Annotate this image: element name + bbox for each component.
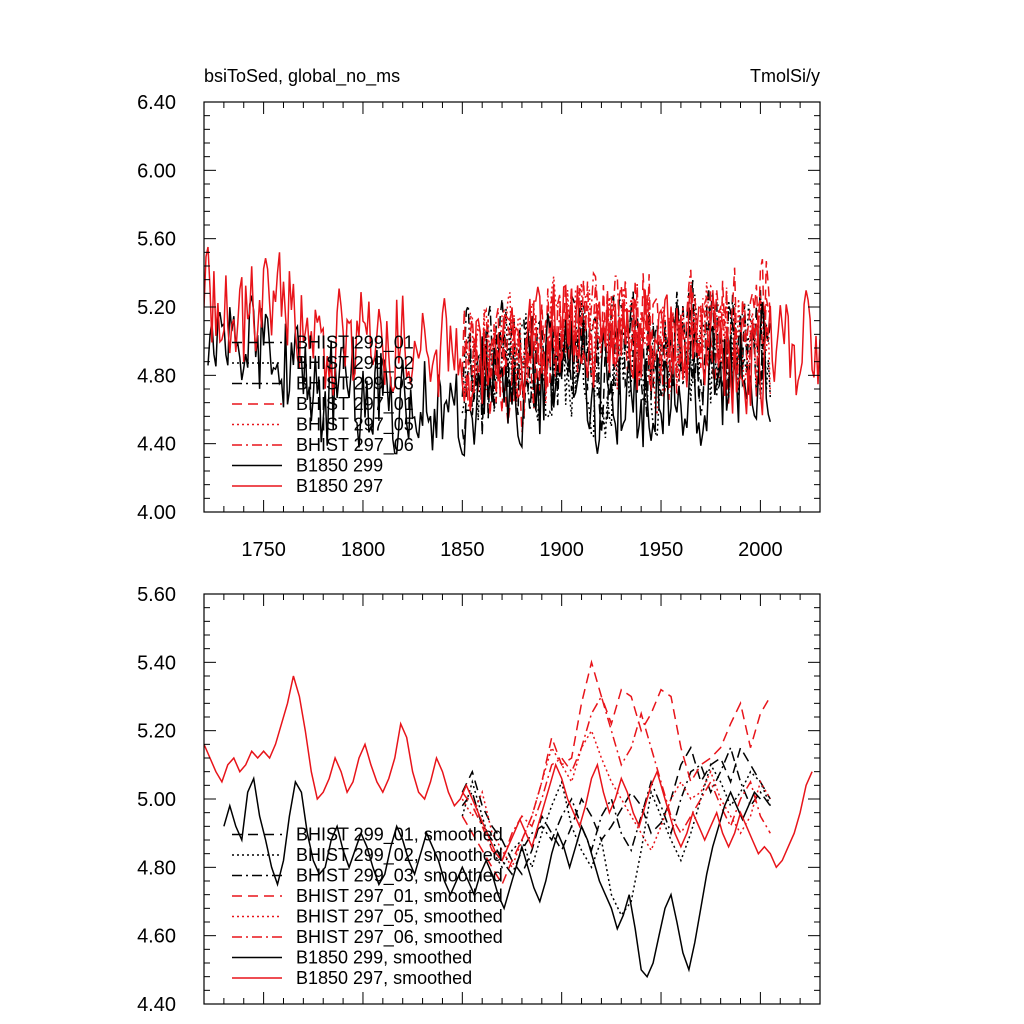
chart-top-ytick-label-3: 5.20 <box>137 297 176 319</box>
chart-top-ytick-label-1: 4.40 <box>137 434 176 456</box>
chart-top-units: TmolSi/y <box>750 66 820 86</box>
chart-bottom-legend-label-5: BHIST 297_05, smoothed <box>296 907 503 928</box>
chart-bottom-legend-label-6: BHIST 297_06, smoothed <box>296 927 503 948</box>
chart-top-ytick-label-4: 5.60 <box>137 229 176 251</box>
chart-bottom-legend-label-2: BHIST 299_02, smoothed <box>296 845 503 866</box>
chart-bottom-series-5 <box>461 728 771 870</box>
chart-bottom-legend-label-1: BHIST 299_01, smoothed <box>296 825 503 846</box>
chart-bottom-legend-label-7: B1850 299, smoothed <box>296 948 472 968</box>
chart-bottom-axes: 4.40 4.60 4.80 5.00 5.20 5.40 5.60 <box>137 584 821 1016</box>
chart-bottom-ytick-label-0: 4.40 <box>137 994 176 1016</box>
chart-bottom-legend-label-3: BHIST 299_03, smoothed <box>296 866 503 887</box>
chart-top-xtick-label-0: 1750 <box>241 539 286 561</box>
chart-bottom-legend-label-4: BHIST 297_01, smoothed <box>296 886 503 907</box>
chart-bottom-series-group <box>204 659 813 979</box>
chart-top-legend-label-7: B1850 299 <box>296 456 383 476</box>
chart-bottom-legend-label-8: B1850 297, smoothed <box>296 968 472 988</box>
chart-bottom-ytick-label-5: 5.40 <box>137 652 176 674</box>
chart-bottom-series-8 <box>204 675 813 869</box>
chart-top-legend-label-6: BHIST 297_06 <box>296 435 414 456</box>
chart-bottom-series-3 <box>461 745 771 876</box>
chart-top-axes: 1750 1800 1850 1900 1950 2000 4.00 4.40 4.80 5.20… <box>137 92 821 561</box>
chart-bottom: 4.40 4.60 4.80 5.00 5.20 5.40 5.60 BHIST 299_0… <box>137 584 821 1016</box>
chart-top-series-group <box>204 246 820 457</box>
chart-bottom-series-4 <box>461 659 771 887</box>
chart-bottom-ytick-label-6: 5.60 <box>137 584 176 606</box>
chart-top-legend-label-8: B1850 297 <box>296 476 383 496</box>
chart-top-series-7 <box>207 295 772 457</box>
chart-top-xtick-label-5: 2000 <box>738 539 783 561</box>
chart-top-series-8 <box>204 246 820 416</box>
chart-top-xtick-label-1: 1800 <box>341 539 386 561</box>
chart-top-ytick-label-2: 4.80 <box>137 365 176 387</box>
chart-bottom-ytick-label-4: 5.20 <box>137 721 176 743</box>
chart-bottom-ytick-label-2: 4.80 <box>137 857 176 879</box>
chart-bottom-series-7 <box>223 775 761 979</box>
chart-top-legend-label-2: BHIST 299_02 <box>296 353 414 374</box>
chart-top: bsiToSed, global_no_ms TmolSi/y 1750 1800… <box>137 66 821 561</box>
chart-top-legend-label-5: BHIST 297_05 <box>296 415 414 436</box>
chart-top-legend-label-3: BHIST 299_03 <box>296 374 414 395</box>
chart-top-xtick-label-3: 1900 <box>539 539 584 561</box>
chart-top-xtick-label-4: 1950 <box>639 539 684 561</box>
chart-top-ytick-label-0: 4.00 <box>137 502 176 524</box>
chart-top-legend-label-4: BHIST 297_01 <box>296 394 414 415</box>
chart-top-ytick-label-6: 6.40 <box>137 92 176 114</box>
chart-top-legend-label-1: BHIST 299_01 <box>296 333 414 354</box>
chart-top-title: bsiToSed, global_no_ms <box>204 66 400 87</box>
chart-top-xtick-label-2: 1850 <box>440 539 485 561</box>
chart-top-ytick-label-5: 6.00 <box>137 160 176 182</box>
chart-bottom-ytick-label-1: 4.60 <box>137 926 176 948</box>
chart-bottom-ytick-label-3: 5.00 <box>137 789 176 811</box>
